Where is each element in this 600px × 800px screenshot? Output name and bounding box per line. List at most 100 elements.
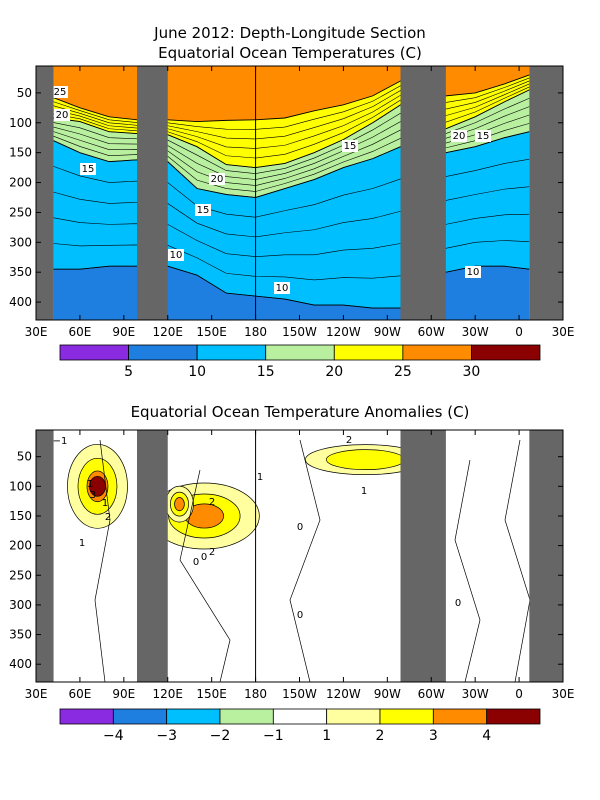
x-tick-label: 90E <box>112 687 135 701</box>
land-mask <box>529 66 563 320</box>
colorbar-swatch <box>486 708 541 725</box>
anomaly-label: 0 <box>193 557 199 568</box>
y-tick-label: 150 <box>9 146 32 160</box>
colorbar-swatch <box>379 708 434 725</box>
x-tick-label: 120W <box>326 687 361 701</box>
colorbar-swatch <box>196 344 267 361</box>
isotherm <box>53 77 530 130</box>
colorbar-label: −1 <box>263 728 284 744</box>
isotherm <box>53 213 530 257</box>
isotherm <box>53 131 530 198</box>
y-tick-label: 250 <box>9 568 32 582</box>
isotherm-label-box <box>209 173 225 185</box>
anomaly-label: 0 <box>201 552 207 563</box>
zero-contour <box>454 459 481 683</box>
anomaly-label: 0 <box>297 610 303 621</box>
land-mask <box>36 430 54 682</box>
anomaly-2c <box>326 449 405 470</box>
x-tick-label: 90E <box>112 325 135 339</box>
y-tick-label: 100 <box>9 116 32 130</box>
colorbar-label: 1 <box>322 728 331 744</box>
isotherm-label-box <box>168 249 184 261</box>
colorbar-swatch <box>432 708 488 725</box>
isotherm <box>53 86 530 159</box>
x-tick-label: 120E <box>153 687 184 701</box>
isotherm-label: 20 <box>211 174 224 185</box>
y-tick-label: 200 <box>9 176 32 190</box>
colorbar-label: −2 <box>210 728 231 744</box>
x-tick-label: 30W <box>462 687 489 701</box>
anomaly-3c <box>174 497 185 512</box>
anomaly-colorbar: −4 −3 −2 −1 1 2 3 4 <box>59 708 541 744</box>
anomaly-label: 0 <box>297 522 303 533</box>
top-subtitle: Equatorial Ocean Temperatures (C) <box>158 44 422 62</box>
x-tick-label: 60E <box>68 325 91 339</box>
anomaly-label: 1 <box>87 479 93 490</box>
y-tick-label: 100 <box>9 479 32 493</box>
x-tick-label: 150E <box>196 325 227 339</box>
isotherm-label: 10 <box>170 250 183 261</box>
temperature-colorbar: 5 10 15 20 25 30 <box>59 344 541 380</box>
x-tick-label: 120W <box>326 325 361 339</box>
anomaly-label: −1 <box>53 436 68 447</box>
colorbar-swatch <box>402 344 472 361</box>
colorbar-swatch <box>166 708 221 725</box>
colorbar-swatch <box>219 708 274 725</box>
isotherm <box>53 158 530 218</box>
colorbar-swatch <box>265 344 335 361</box>
x-tick-label: 150E <box>196 687 227 701</box>
x-tick-label: 60E <box>68 687 91 701</box>
colorbar-swatch <box>128 344 198 361</box>
land-mask <box>400 66 446 320</box>
y-tick-label: 150 <box>9 509 32 523</box>
isotherm-label: 15 <box>477 131 490 142</box>
colorbar-label: −3 <box>156 728 177 744</box>
land-mask <box>529 430 563 682</box>
isotherm-label-box <box>274 282 290 294</box>
y-tick-label: 250 <box>9 205 32 219</box>
anomaly-label: 2 <box>209 497 215 508</box>
colorbar-swatch <box>333 344 404 361</box>
colorbar-label: −4 <box>103 728 124 744</box>
colorbar-swatch <box>471 344 541 361</box>
y-tick-label: 50 <box>17 86 32 100</box>
isotherm <box>53 80 530 140</box>
colorbar-label: 30 <box>463 364 481 380</box>
bottom-title: Equatorial Ocean Temperature Anomalies (… <box>131 403 470 421</box>
colorbar-label: 10 <box>188 364 206 380</box>
isotherm <box>53 123 530 192</box>
colorbar-label: 25 <box>394 364 412 380</box>
isotherm-label-box <box>80 163 96 175</box>
isotherm-label: 25 <box>54 87 67 98</box>
x-tick-label: 0 <box>515 687 523 701</box>
anomaly-label: 0 <box>455 598 461 609</box>
isotherm-label-box <box>451 130 467 142</box>
y-tick-label: 400 <box>9 657 32 671</box>
land-mask <box>36 66 54 320</box>
land-mask <box>400 430 446 682</box>
y-tick-label: 200 <box>9 539 32 553</box>
colorbar-label: 3 <box>429 728 438 744</box>
land-mask <box>137 66 168 320</box>
isotherm-label: 20 <box>56 110 69 121</box>
x-tick-label: 30W <box>462 325 489 339</box>
isotherm <box>53 74 530 123</box>
colorbar-label: 2 <box>376 728 385 744</box>
x-tick-label: 60W <box>418 687 445 701</box>
isotherm <box>53 186 530 238</box>
anomaly-label: 1 <box>257 472 263 483</box>
colorbar-swatch <box>59 708 114 725</box>
x-tick-label: 120E <box>153 325 184 339</box>
isotherm-label: 20 <box>453 131 466 142</box>
top-title: June 2012: Depth-Longitude Section <box>153 24 426 42</box>
isotherm-10 <box>53 265 530 309</box>
isotherm <box>53 97 530 174</box>
isotherm-label-box <box>475 130 491 142</box>
isotherm-label: 15 <box>344 141 357 152</box>
isotherm-label: 15 <box>82 164 95 175</box>
colorbar-swatch <box>59 344 129 361</box>
colorbar-swatch <box>112 708 168 725</box>
land-mask <box>137 430 168 682</box>
anomaly-label: 3 <box>90 490 96 501</box>
